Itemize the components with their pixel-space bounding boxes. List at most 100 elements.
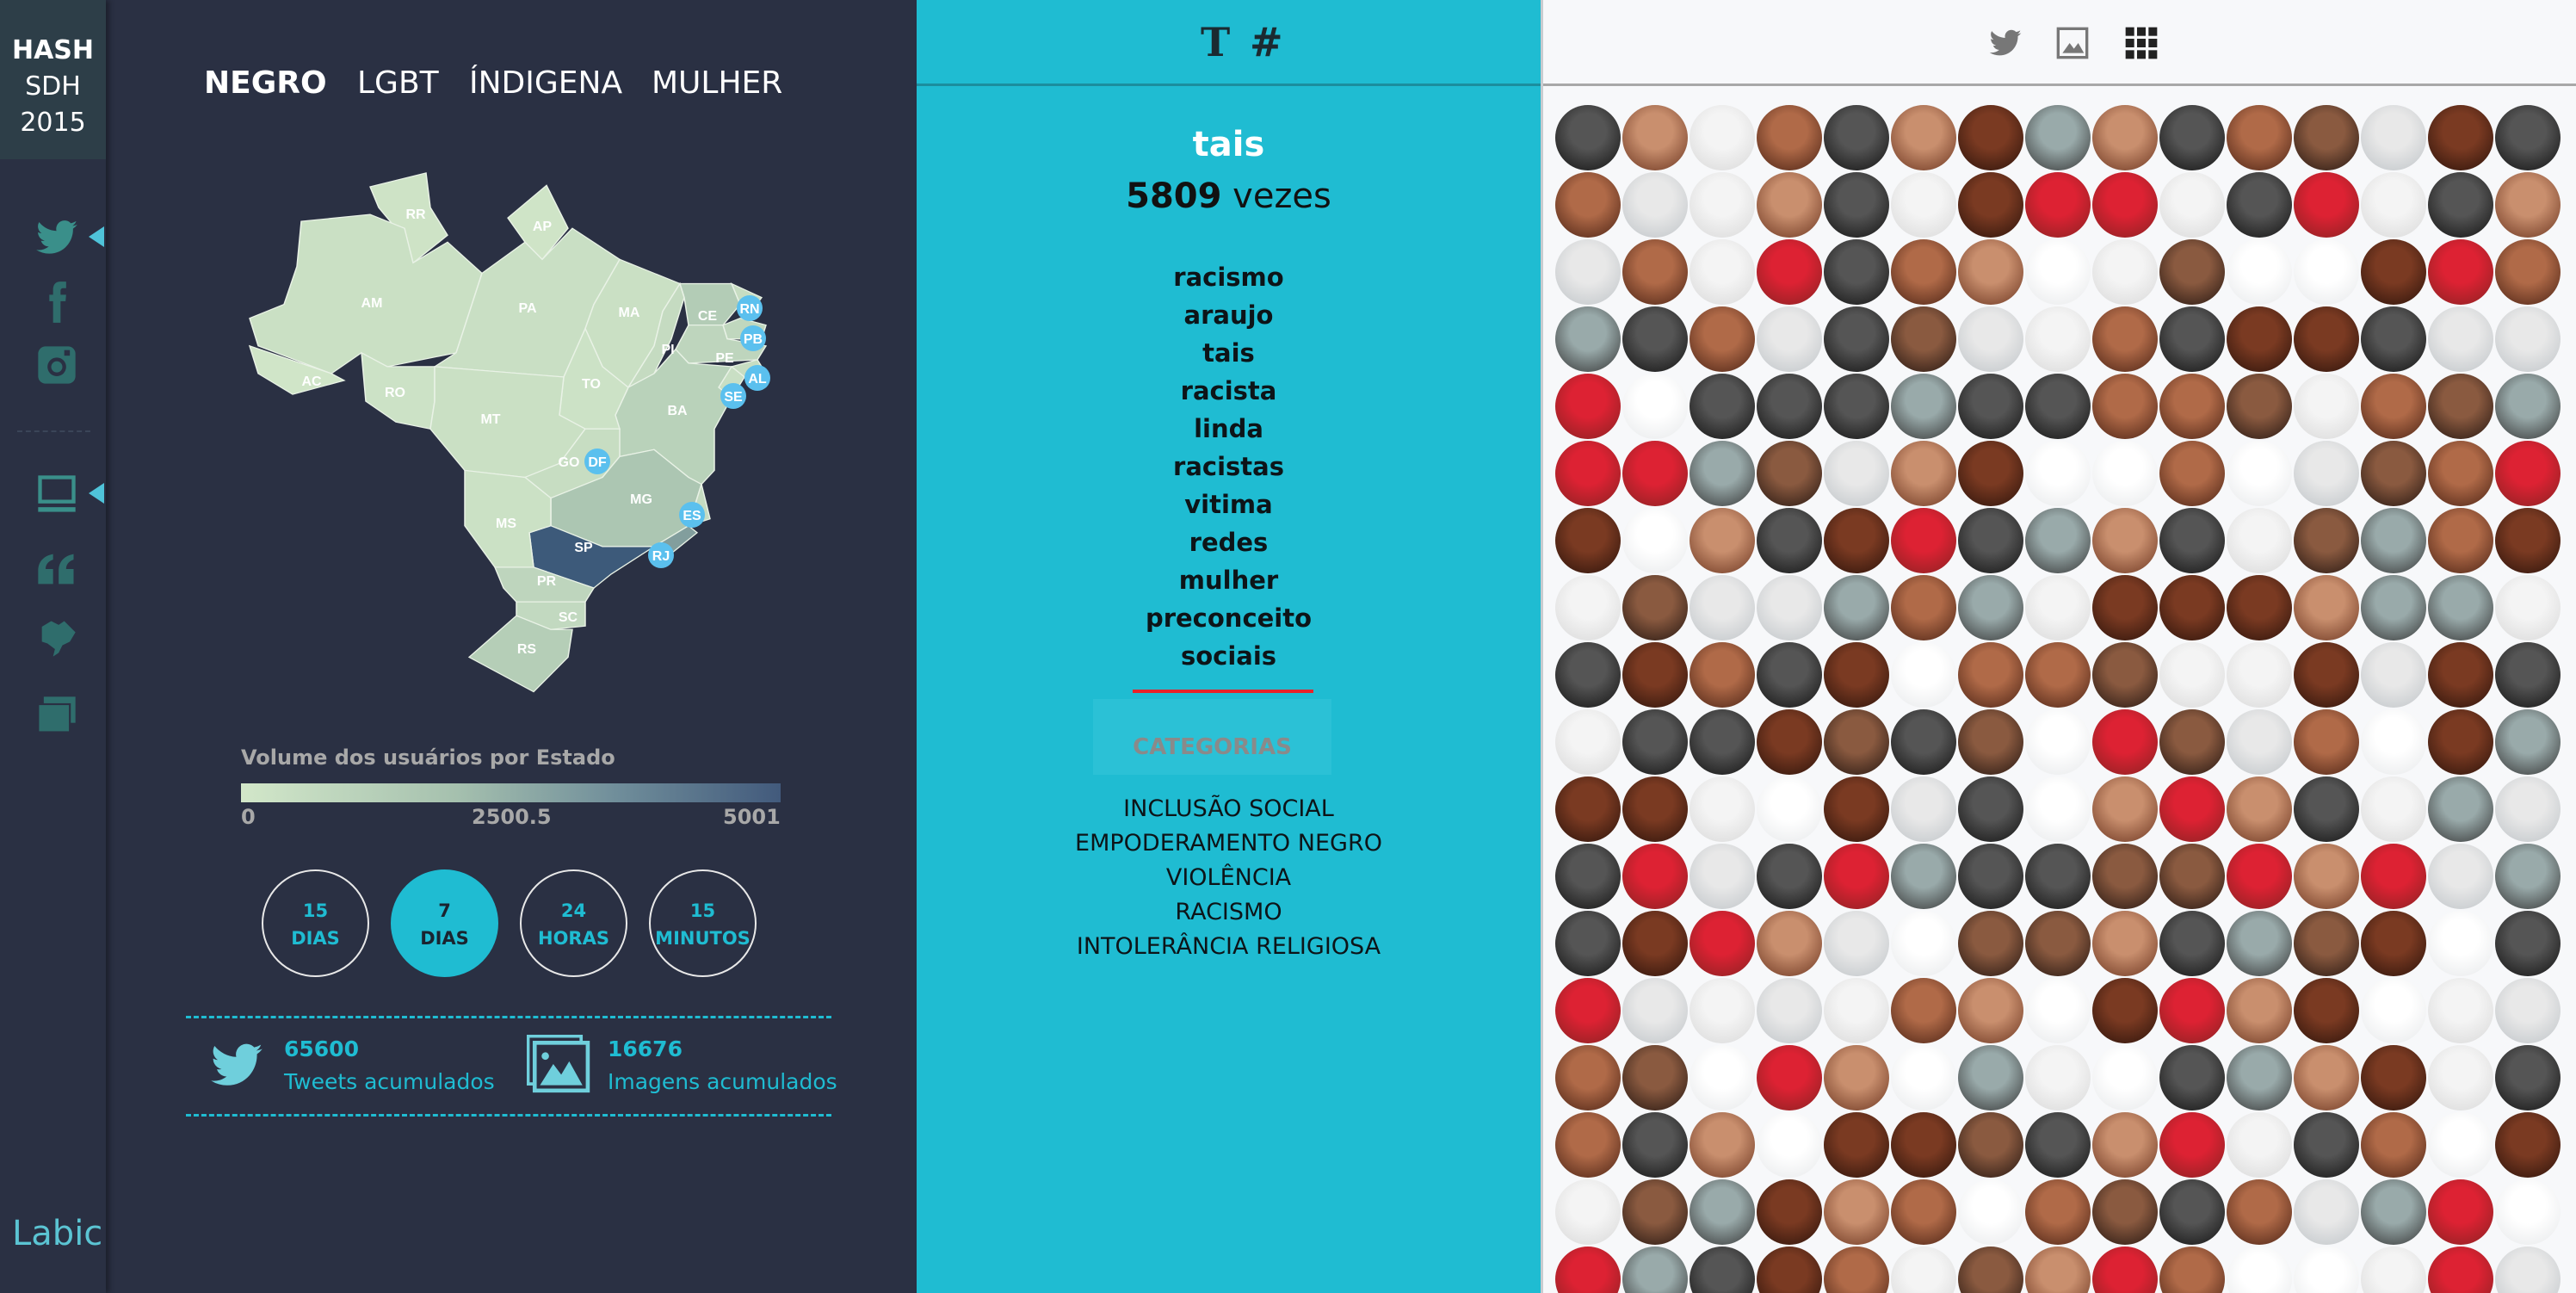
image-thumbnail[interactable] bbox=[2092, 172, 2158, 238]
image-thumbnail[interactable] bbox=[2495, 575, 2561, 640]
image-thumbnail[interactable] bbox=[2025, 642, 2091, 708]
image-thumbnail[interactable] bbox=[1824, 1179, 1889, 1245]
image-thumbnail[interactable] bbox=[1958, 575, 2023, 640]
image-thumbnail[interactable] bbox=[1690, 172, 1755, 238]
image-thumbnail[interactable] bbox=[1824, 978, 1889, 1043]
image-thumbnail[interactable] bbox=[1690, 374, 1755, 439]
image-thumbnail[interactable] bbox=[2361, 306, 2426, 372]
image-thumbnail[interactable] bbox=[2294, 441, 2359, 506]
image-thumbnail[interactable] bbox=[1891, 1112, 1956, 1178]
image-thumbnail[interactable] bbox=[1690, 911, 1755, 976]
state-marker[interactable] bbox=[720, 383, 746, 409]
image-thumbnail[interactable] bbox=[1690, 239, 1755, 305]
image-thumbnail[interactable] bbox=[2227, 709, 2292, 775]
image-thumbnail[interactable] bbox=[1757, 1247, 1822, 1293]
category-item[interactable]: VIOLÊNCIA bbox=[1165, 864, 1292, 891]
image-thumbnail[interactable] bbox=[1824, 374, 1889, 439]
image-thumbnail[interactable] bbox=[1958, 306, 2023, 372]
image-thumbnail[interactable] bbox=[2495, 1112, 2561, 1178]
related-word[interactable]: mulher bbox=[1178, 566, 1279, 595]
image-thumbnail[interactable] bbox=[2495, 642, 2561, 708]
category-item[interactable]: INTOLERÂNCIA RELIGIOSA bbox=[1076, 933, 1381, 960]
image-thumbnail[interactable] bbox=[2495, 374, 2561, 439]
image-thumbnail[interactable] bbox=[2227, 105, 2292, 170]
image-thumbnail[interactable] bbox=[1757, 239, 1822, 305]
image-thumbnail[interactable] bbox=[2092, 441, 2158, 506]
image-thumbnail[interactable] bbox=[2227, 1045, 2292, 1110]
image-thumbnail[interactable] bbox=[2294, 1179, 2359, 1245]
image-thumbnail[interactable] bbox=[2361, 642, 2426, 708]
image-thumbnail[interactable] bbox=[1824, 105, 1889, 170]
image-thumbnail[interactable] bbox=[1958, 844, 2023, 909]
image-thumbnail[interactable] bbox=[2025, 575, 2091, 640]
image-thumbnail[interactable] bbox=[2428, 1112, 2493, 1178]
image-thumbnail[interactable] bbox=[1824, 776, 1889, 842]
image-thumbnail[interactable] bbox=[2495, 844, 2561, 909]
image-thumbnail[interactable] bbox=[2361, 1045, 2426, 1110]
image-thumbnail[interactable] bbox=[1757, 1112, 1822, 1178]
monitor-icon[interactable] bbox=[34, 472, 79, 517]
image-thumbnail[interactable] bbox=[2361, 441, 2426, 506]
image-thumbnail[interactable] bbox=[1891, 441, 1956, 506]
image-thumbnail[interactable] bbox=[1824, 172, 1889, 238]
hashtag-icon[interactable]: # bbox=[1250, 19, 1283, 65]
category-item[interactable]: EMPODERAMENTO NEGRO bbox=[1075, 830, 1382, 857]
image-thumbnail[interactable] bbox=[1891, 1045, 1956, 1110]
image-thumbnail[interactable] bbox=[2361, 239, 2426, 305]
image-thumbnail[interactable] bbox=[2294, 776, 2359, 842]
related-word[interactable]: araujo bbox=[1183, 300, 1274, 330]
image-thumbnail[interactable] bbox=[1690, 105, 1755, 170]
state-ac[interactable] bbox=[248, 344, 346, 395]
image-thumbnail[interactable] bbox=[1622, 508, 1688, 573]
image-thumbnail[interactable] bbox=[2495, 239, 2561, 305]
image-thumbnail[interactable] bbox=[1757, 1045, 1822, 1110]
related-word[interactable]: tais bbox=[1202, 338, 1255, 368]
image-thumbnail[interactable] bbox=[2159, 172, 2225, 238]
image-thumbnail[interactable] bbox=[1555, 172, 1621, 238]
image-thumbnail[interactable] bbox=[1757, 776, 1822, 842]
image-thumbnail[interactable] bbox=[1891, 306, 1956, 372]
image-thumbnail[interactable] bbox=[1891, 239, 1956, 305]
image-thumbnail[interactable] bbox=[1555, 709, 1621, 775]
image-thumbnail[interactable] bbox=[1824, 508, 1889, 573]
image-thumbnail[interactable] bbox=[1622, 1112, 1688, 1178]
image-thumbnail[interactable] bbox=[1690, 1112, 1755, 1178]
image-thumbnail[interactable] bbox=[1622, 172, 1688, 238]
image-thumbnail[interactable] bbox=[1555, 642, 1621, 708]
image-thumbnail[interactable] bbox=[1622, 306, 1688, 372]
image-thumbnail[interactable] bbox=[1622, 911, 1688, 976]
image-thumbnail[interactable] bbox=[2495, 709, 2561, 775]
image-thumbnail[interactable] bbox=[2428, 306, 2493, 372]
image-thumbnail[interactable] bbox=[2092, 105, 2158, 170]
image-thumbnail[interactable] bbox=[2428, 172, 2493, 238]
image-thumbnail[interactable] bbox=[1622, 978, 1688, 1043]
image-thumbnail[interactable] bbox=[1690, 776, 1755, 842]
image-thumbnail[interactable] bbox=[2361, 844, 2426, 909]
image-thumbnail[interactable] bbox=[1958, 1247, 2023, 1293]
image-thumbnail[interactable] bbox=[1757, 306, 1822, 372]
category-item[interactable]: INCLUSÃO SOCIAL bbox=[1123, 795, 1334, 822]
state-am[interactable] bbox=[249, 213, 483, 374]
image-thumbnail[interactable] bbox=[1622, 642, 1688, 708]
image-thumbnail[interactable] bbox=[1555, 306, 1621, 372]
image-thumbnail[interactable] bbox=[1555, 844, 1621, 909]
image-thumbnail[interactable] bbox=[1824, 306, 1889, 372]
image-thumbnail[interactable] bbox=[1622, 1045, 1688, 1110]
image-thumbnail[interactable] bbox=[1958, 911, 2023, 976]
image-thumbnail[interactable] bbox=[1757, 709, 1822, 775]
image-thumbnail[interactable] bbox=[2092, 1179, 2158, 1245]
image-thumbnail[interactable] bbox=[1757, 575, 1822, 640]
image-thumbnail[interactable] bbox=[2025, 105, 2091, 170]
state-ap[interactable] bbox=[507, 184, 569, 261]
image-thumbnail[interactable] bbox=[1555, 1045, 1621, 1110]
image-thumbnail[interactable] bbox=[2227, 911, 2292, 976]
related-word[interactable]: vitima bbox=[1184, 490, 1273, 519]
image-thumbnail[interactable] bbox=[1555, 508, 1621, 573]
image-thumbnail[interactable] bbox=[1757, 508, 1822, 573]
image-thumbnail[interactable] bbox=[1958, 1045, 2023, 1110]
image-thumbnail[interactable] bbox=[2025, 374, 2091, 439]
image-thumbnail[interactable] bbox=[2495, 306, 2561, 372]
image-thumbnail[interactable] bbox=[1690, 1045, 1755, 1110]
image-thumbnail[interactable] bbox=[2092, 239, 2158, 305]
image-thumbnail[interactable] bbox=[2227, 844, 2292, 909]
